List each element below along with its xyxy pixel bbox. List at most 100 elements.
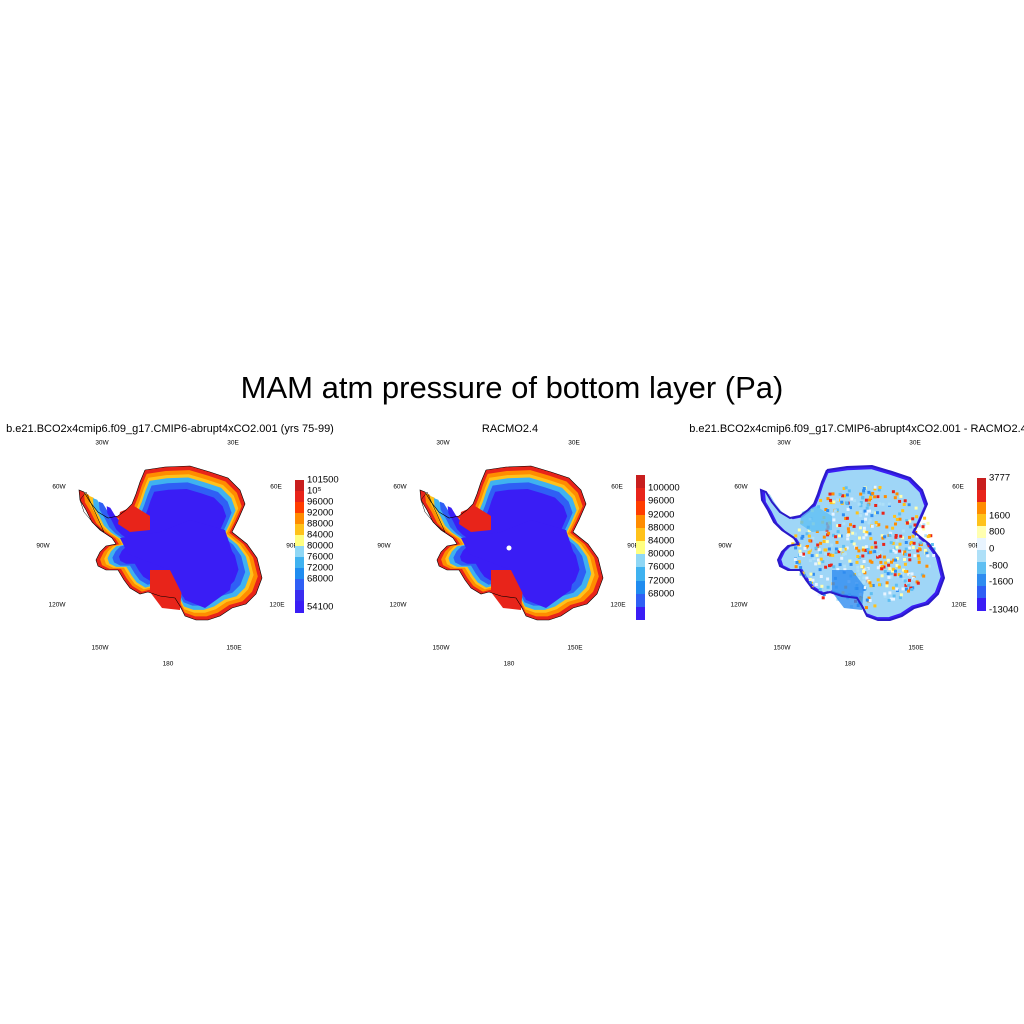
anomaly-cell	[861, 546, 865, 550]
anomaly-cell	[862, 491, 866, 495]
anomaly-cell	[834, 551, 838, 555]
anomaly-cell	[832, 500, 836, 504]
anomaly-cell	[889, 541, 893, 545]
anomaly-cell	[917, 560, 921, 564]
anomaly-cell	[867, 551, 871, 555]
anomaly-cell	[908, 525, 912, 529]
anomaly-cell	[898, 512, 902, 516]
anomaly-cell	[883, 495, 887, 499]
anomaly-cell	[908, 574, 912, 577]
anomaly-cell	[819, 575, 823, 578]
anomaly-cell	[895, 539, 899, 543]
colorbar-swatch	[636, 593, 645, 608]
anomaly-cell	[863, 586, 867, 590]
anomaly-cell	[891, 586, 895, 590]
lon-label: 90E	[286, 542, 298, 550]
anomaly-cell	[876, 566, 880, 570]
anomaly-cell	[811, 578, 815, 582]
anomaly-cell	[856, 569, 860, 573]
anomaly-cell	[898, 499, 902, 503]
anomaly-cell	[889, 532, 893, 536]
anomaly-cell	[840, 556, 844, 560]
lon-label: 180	[503, 660, 515, 668]
lon-label: 120W	[730, 601, 748, 609]
colorbar-swatch	[636, 567, 645, 581]
anomaly-cell	[829, 563, 833, 567]
anomaly-cell	[811, 536, 815, 540]
anomaly-cell	[877, 523, 881, 527]
ice-shelf	[150, 570, 182, 610]
anomaly-cell	[885, 581, 889, 585]
anomaly-cell	[819, 557, 823, 561]
anomaly-cell	[876, 555, 880, 559]
anomaly-cell	[908, 519, 912, 523]
anomaly-cell	[886, 572, 890, 576]
anomaly-cell	[819, 550, 822, 554]
anomaly-cell	[795, 561, 799, 564]
anomaly-cell	[886, 558, 890, 562]
anomaly-cell	[860, 520, 864, 524]
anomaly-cell	[865, 598, 869, 602]
anomaly-cell	[867, 579, 871, 583]
anomaly-cell	[805, 532, 809, 536]
anomaly-cell	[898, 596, 902, 600]
anomaly-cell	[799, 553, 803, 557]
anomaly-cell	[894, 522, 897, 526]
anomaly-cell	[870, 545, 874, 549]
anomaly-cell	[923, 516, 927, 520]
anomaly-cell	[919, 541, 923, 545]
anomaly-cell	[845, 493, 849, 497]
anomaly-cell	[869, 550, 873, 554]
anomaly-cell	[874, 521, 878, 524]
colorbar-swatch	[977, 598, 986, 611]
lon-label: 150E	[226, 644, 242, 652]
anomaly-cell	[859, 510, 863, 514]
anomaly-cell	[914, 506, 918, 510]
anomaly-cell	[865, 509, 869, 513]
anomaly-cell	[895, 587, 899, 591]
anomaly-cell	[817, 592, 821, 596]
anomaly-cell	[865, 576, 869, 580]
lon-label: 30E	[568, 439, 580, 447]
anomaly-cell	[829, 498, 832, 502]
anomaly-cell	[849, 562, 853, 566]
anomaly-cell	[826, 497, 830, 501]
anomaly-cell	[841, 548, 845, 552]
panel-racmo: RACMO2.4 30W 30E 60W 60E 90W 90E 120W 12…	[341, 420, 682, 680]
anomaly-cell	[891, 567, 895, 571]
anomaly-cell	[901, 587, 905, 591]
anomaly-cell	[859, 501, 863, 504]
anomaly-cell	[823, 548, 827, 552]
panel-title: b.e21.BCO2x4cmip6.f09_g17.CMIP6-abrupt4x…	[689, 423, 1024, 435]
colorbar-swatch	[636, 606, 645, 621]
colorbar-swatch	[977, 586, 986, 599]
anomaly-cell	[891, 490, 895, 494]
anomaly-cell	[832, 533, 835, 537]
anomaly-cell	[882, 565, 886, 569]
anomaly-cell	[807, 529, 811, 533]
anomaly-cell	[845, 501, 848, 505]
anomaly-cell	[868, 581, 872, 585]
anomaly-cell	[875, 511, 879, 515]
anomaly-cell	[880, 567, 884, 571]
anomaly-cell	[862, 569, 865, 573]
anomaly-cell	[846, 534, 850, 537]
anomaly-cell	[926, 535, 930, 539]
anomaly-cell	[880, 565, 884, 569]
anomaly-cell	[864, 498, 868, 502]
anomaly-cell	[874, 545, 878, 549]
anomaly-cell	[818, 568, 822, 572]
anomaly-cell	[903, 499, 907, 503]
colorbar-label: 92000	[648, 509, 675, 520]
anomaly-cell	[807, 547, 811, 551]
anomaly-cell	[865, 506, 869, 510]
anomaly-cell	[832, 518, 836, 522]
anomaly-cell	[892, 597, 895, 601]
anomaly-cell	[905, 521, 909, 525]
anomaly-cell	[887, 502, 891, 506]
lon-label: 30W	[436, 439, 450, 447]
plateau	[461, 520, 576, 608]
anomaly-cell	[834, 535, 838, 539]
anomaly-cell	[824, 508, 828, 511]
anomaly-cell	[903, 550, 907, 554]
